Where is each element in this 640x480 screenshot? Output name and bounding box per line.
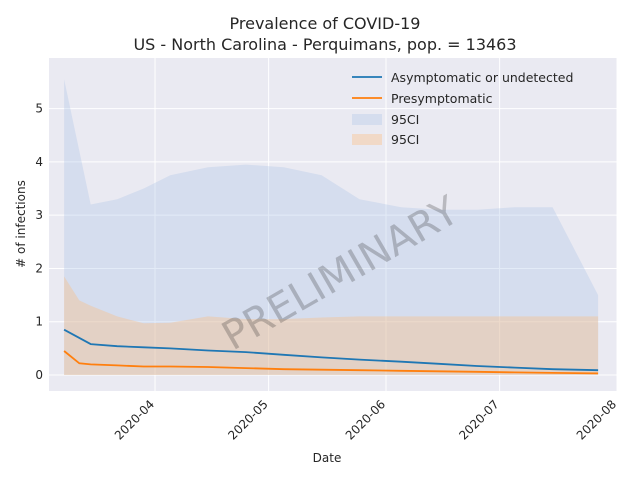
x-tick-label: 2020-06 bbox=[343, 397, 388, 442]
x-tick-labels: 2020-04 2020-05 2020-06 2020-07 2020-08 bbox=[112, 397, 619, 442]
series-line-0 bbox=[63, 328, 599, 372]
y-tick-label: 4 bbox=[35, 155, 43, 169]
x-tick-label: 2020-07 bbox=[456, 397, 501, 442]
legend-swatch-ci-asymptomatic bbox=[352, 114, 382, 125]
plot-area bbox=[49, 58, 617, 391]
legend-label-asymptomatic: Asymptomatic or undetected bbox=[391, 70, 573, 85]
series-lines bbox=[63, 328, 599, 375]
legend-label-ci-asymptomatic: 95CI bbox=[391, 112, 419, 127]
x-tick-label: 2020-08 bbox=[574, 397, 619, 442]
grid-lines bbox=[49, 58, 618, 391]
chart-title: Prevalence of COVID-19 bbox=[230, 14, 421, 33]
y-tick-label: 3 bbox=[35, 208, 43, 222]
x-tick-label: 2020-04 bbox=[112, 397, 157, 442]
y-tick-label: 0 bbox=[35, 368, 43, 382]
y-axis-label: # of infections bbox=[14, 180, 28, 268]
y-tick-labels: 0 1 2 3 4 5 bbox=[35, 102, 43, 382]
x-axis-label: Date bbox=[313, 451, 342, 465]
y-tick-label: 1 bbox=[35, 315, 43, 329]
chart-subtitle: US - North Carolina - Perquimans, pop. =… bbox=[133, 35, 516, 54]
legend: Asymptomatic or undetected Presymptomati… bbox=[352, 70, 573, 147]
legend-label-ci-presymptomatic: 95CI bbox=[391, 132, 419, 147]
y-tick-label: 2 bbox=[35, 261, 43, 275]
series-line-1 bbox=[63, 350, 599, 375]
ci-band-0 bbox=[64, 79, 599, 376]
legend-label-presymptomatic: Presymptomatic bbox=[391, 91, 493, 106]
y-tick-label: 5 bbox=[35, 102, 43, 116]
legend-swatch-ci-presymptomatic bbox=[352, 134, 382, 145]
x-tick-label: 2020-05 bbox=[225, 397, 270, 442]
